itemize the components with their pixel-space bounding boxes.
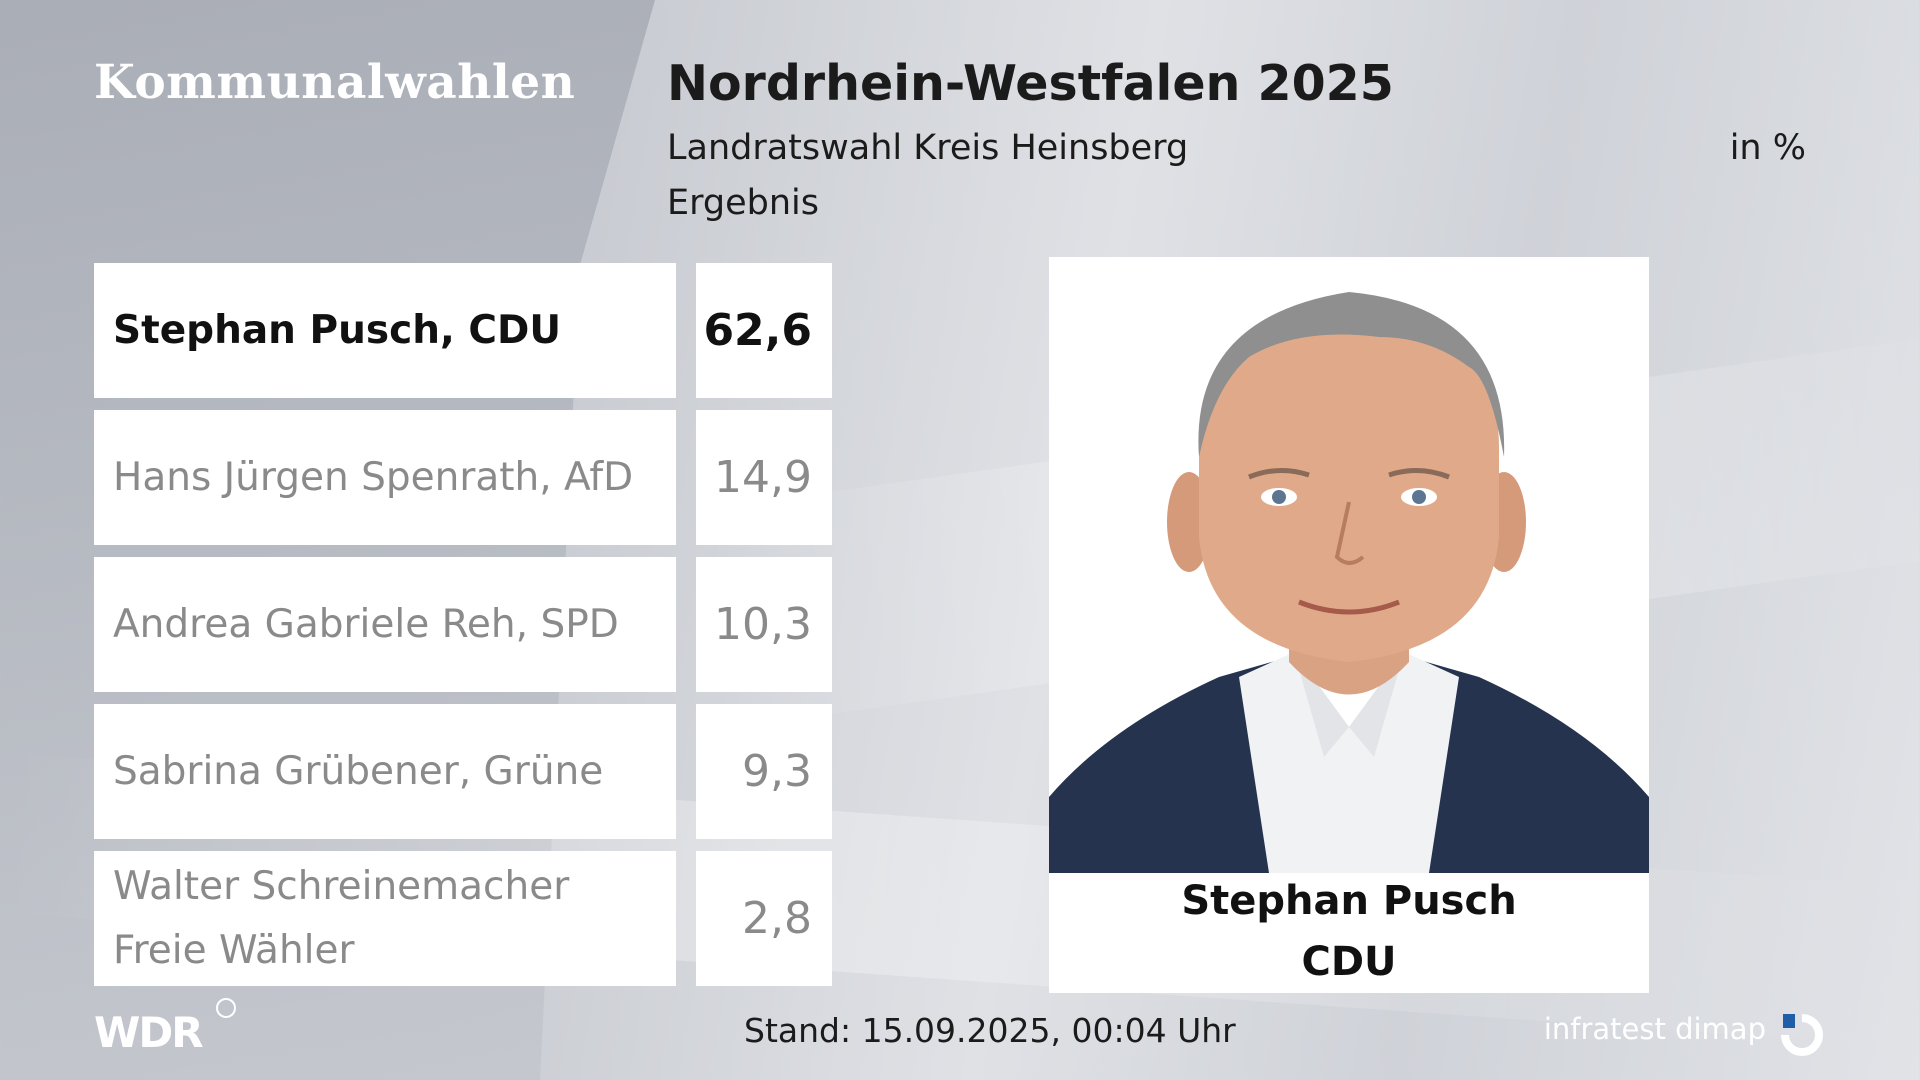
- candidate-name-box: Hans Jürgen Spenrath, AfD: [94, 410, 676, 545]
- candidate-name: Stephan Pusch, CDU: [113, 307, 562, 353]
- brand-label: Kommunalwahlen: [94, 55, 576, 110]
- candidate-portrait-illustration: [1049, 257, 1649, 873]
- result-value: 62,6: [703, 305, 812, 356]
- result-row: Sabrina Grübener, Grüne 9,3: [94, 704, 832, 839]
- candidate-photo: [1049, 257, 1649, 873]
- candidate-name: Sabrina Grübener, Grüne: [113, 748, 604, 794]
- result-value-box: 9,3: [696, 704, 832, 839]
- timestamp-label: Stand: 15.09.2025, 00:04 Uhr: [744, 1011, 1236, 1050]
- ard-logo-icon: [216, 998, 236, 1018]
- winner-caption: Stephan Pusch CDU: [1049, 873, 1649, 993]
- winner-name: Stephan Pusch: [1181, 878, 1517, 924]
- candidate-name-box: Stephan Pusch, CDU: [94, 263, 676, 398]
- results-table: Stephan Pusch, CDU 62,6 Hans Jürgen Spenra…: [94, 263, 832, 998]
- result-value-box: 2,8: [696, 851, 832, 986]
- result-row: Stephan Pusch, CDU 62,6: [94, 263, 832, 398]
- result-value: 14,9: [714, 452, 812, 503]
- page-title: Nordrhein-Westfalen 2025: [667, 55, 1394, 112]
- result-row: Walter Schreinemacher Freie Wähler 2,8: [94, 851, 832, 986]
- source-label: infratest dimap: [1543, 1012, 1766, 1046]
- page-subtitle: Landratswahl Kreis Heinsberg: [667, 128, 1189, 168]
- candidate-name: Andrea Gabriele Reh, SPD: [113, 601, 619, 647]
- unit-label: in %: [1729, 128, 1806, 168]
- candidate-name: Freie Wähler: [113, 927, 355, 973]
- result-label: Ergebnis: [667, 183, 819, 223]
- candidate-name: Walter Schreinemacher: [113, 863, 570, 909]
- result-value: 2,8: [742, 893, 812, 944]
- candidate-name-box: Sabrina Grübener, Grüne: [94, 704, 676, 839]
- result-value: 10,3: [714, 599, 812, 650]
- result-value-box: 10,3: [696, 557, 832, 692]
- result-value: 9,3: [742, 746, 812, 797]
- winner-party: CDU: [1301, 939, 1397, 985]
- result-row: Hans Jürgen Spenrath, AfD 14,9: [94, 410, 832, 545]
- winner-card: Stephan Pusch CDU: [1049, 257, 1649, 993]
- candidate-name-box: Andrea Gabriele Reh, SPD: [94, 557, 676, 692]
- infratest-logo-icon: [1781, 1014, 1823, 1056]
- wdr-logo: WDR: [94, 998, 236, 1057]
- candidate-name: Hans Jürgen Spenrath, AfD: [113, 454, 634, 500]
- wdr-logo-text: WDR: [94, 1008, 204, 1057]
- result-value-box: 14,9: [696, 410, 832, 545]
- result-value-box: 62,6: [696, 263, 832, 398]
- candidate-name-box: Walter Schreinemacher Freie Wähler: [94, 851, 676, 986]
- result-row: Andrea Gabriele Reh, SPD 10,3: [94, 557, 832, 692]
